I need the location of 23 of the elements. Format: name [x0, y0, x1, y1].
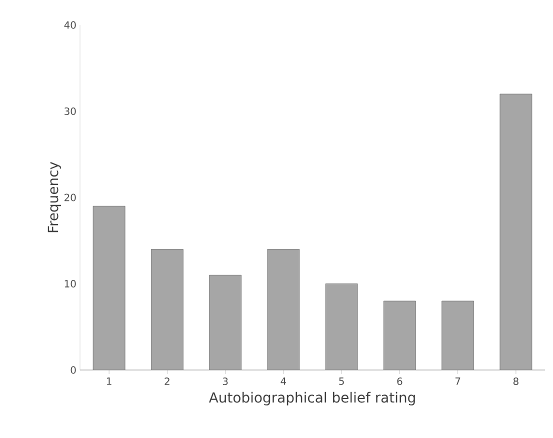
x-tick-label: 6 [397, 378, 402, 386]
y-tick-label: 20 [64, 194, 76, 202]
x-tick-label: 7 [455, 378, 460, 385]
x-tick-label: 3 [222, 378, 228, 386]
bar [326, 284, 358, 370]
x-tick-label: 8 [513, 378, 518, 386]
x-tick-label: 5 [339, 378, 344, 385]
y-tick-label: 30 [64, 107, 76, 116]
x-tick-label: 2 [164, 378, 170, 385]
bar [500, 94, 532, 370]
bar [93, 206, 126, 370]
bar [267, 249, 300, 370]
y-tick-label: 10 [64, 280, 76, 288]
bar [209, 275, 242, 370]
x-tick-label: 4 [280, 378, 286, 385]
bar [384, 301, 416, 370]
bar [442, 301, 474, 370]
x-tick-label: 1 [106, 378, 112, 385]
bar [151, 249, 184, 370]
y-tick-label: 0 [70, 366, 76, 374]
y-tick-label: 40 [64, 21, 76, 29]
x-axis-title: Autobiographical belief rating [208, 392, 415, 406]
y-axis-title: Frequency [48, 162, 61, 232]
